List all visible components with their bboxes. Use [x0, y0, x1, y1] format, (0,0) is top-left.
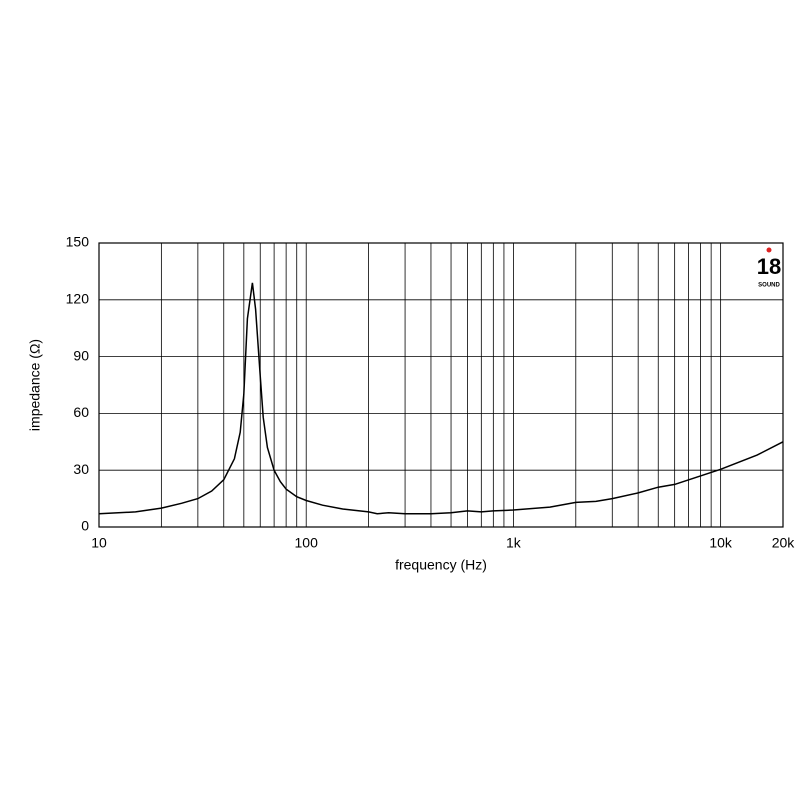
y-tick-label: 30 [73, 461, 89, 477]
logo-star [766, 247, 772, 253]
x-tick-label: 10 [91, 535, 107, 551]
x-tick-label: 1k [506, 535, 522, 551]
y-tick-label: 60 [73, 404, 89, 420]
x-tick-label: 20k [772, 535, 796, 551]
logo-name: SOUND [758, 283, 780, 289]
x-tick-label: 10k [709, 535, 733, 551]
logo-bg [757, 246, 781, 290]
plot-frame [98, 242, 784, 528]
y-axis-label: impedance (Ω) [27, 339, 43, 431]
x-axis-label: frequency (Hz) [395, 557, 487, 573]
y-tick-label: 90 [73, 347, 89, 363]
y-tick-label: 150 [66, 234, 90, 250]
y-tick-label: 120 [66, 291, 90, 307]
y-tick-label: 0 [81, 518, 89, 534]
logo-number: 18 [757, 254, 781, 279]
impedance-line [98, 282, 784, 515]
x-tick-label: 100 [295, 535, 319, 551]
